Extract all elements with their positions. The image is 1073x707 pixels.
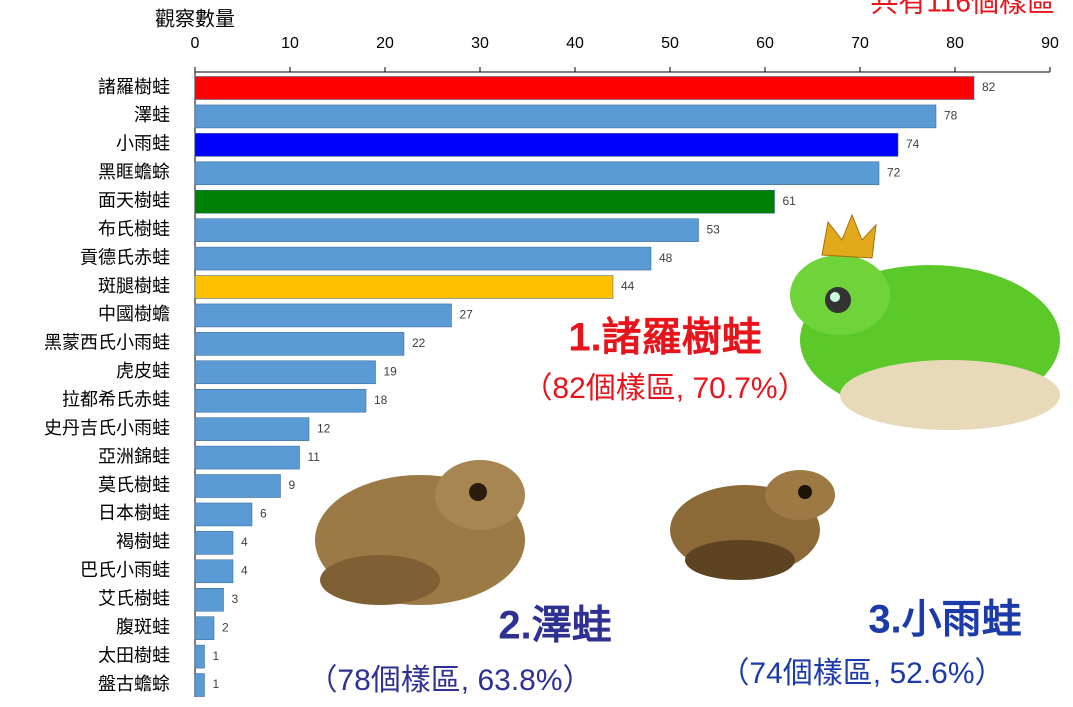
- x-tick-label: 90: [1041, 35, 1059, 52]
- x-tick-label: 40: [566, 35, 584, 52]
- bar: [194, 502, 253, 527]
- bar: [194, 189, 775, 214]
- annotation-title: 1.諸羅樹蛙: [568, 316, 761, 360]
- y-tick-label: 巴氏小雨蛙: [80, 560, 170, 580]
- data-label: 48: [659, 251, 673, 265]
- bar: [194, 360, 376, 385]
- data-label: 12: [317, 421, 331, 435]
- bar: [194, 332, 405, 356]
- data-label: 4: [241, 563, 248, 577]
- annotation-title: 2.澤蛙: [498, 604, 611, 648]
- y-tick-label: 盤古蟾蜍: [98, 674, 170, 694]
- x-tick-label: 50: [661, 35, 679, 52]
- bar: [194, 246, 652, 271]
- data-label: 78: [944, 109, 958, 123]
- data-label: 61: [783, 194, 797, 208]
- y-tick-label: 莫氏樹蛙: [98, 475, 170, 495]
- y-tick-label: 亞洲錦蛙: [98, 446, 170, 466]
- bar: [194, 474, 281, 498]
- annotation-title: 3.小雨蛙: [868, 598, 1021, 642]
- x-tick-label: 60: [756, 35, 774, 52]
- y-tick-label: 史丹吉氏小雨蛙: [44, 418, 170, 438]
- bar: [194, 445, 300, 470]
- bar: [194, 275, 614, 299]
- data-label: 2: [222, 620, 229, 634]
- data-label: 18: [374, 393, 388, 407]
- bar: [194, 616, 215, 640]
- bar: [194, 161, 880, 186]
- data-label: 1: [213, 677, 220, 691]
- y-tick-label: 面天樹蛙: [98, 190, 170, 210]
- data-label: 22: [412, 336, 426, 350]
- bar: [194, 531, 234, 555]
- y-tick-label: 貢德氏赤蛙: [80, 247, 170, 267]
- bar: [194, 218, 699, 242]
- data-label: 27: [460, 308, 474, 322]
- bar: [194, 417, 310, 441]
- y-tick-label: 黑蒙西氏小雨蛙: [44, 333, 170, 353]
- annotation-detail: （78個樣區, 63.8%）: [307, 664, 592, 697]
- x-tick-label: 70: [851, 35, 869, 52]
- y-tick-label: 黑眶蟾蜍: [98, 162, 170, 182]
- bar: [194, 76, 975, 100]
- bar: [194, 587, 224, 612]
- frog-illustration-brown: [315, 460, 525, 605]
- bar: [194, 104, 937, 129]
- bar: [194, 644, 205, 669]
- y-tick-label: 澤蛙: [134, 105, 170, 125]
- frog-illustration-green: [790, 213, 1060, 430]
- note: 共有116個樣區: [870, 0, 1055, 17]
- y-tick-label: 斑腿樹蛙: [98, 276, 170, 296]
- y-tick-label: 諸羅樹蛙: [98, 77, 170, 97]
- y-tick-label: 艾氏樹蛙: [98, 588, 170, 608]
- y-tick-label: 日本樹蛙: [98, 503, 170, 523]
- data-label: 3: [232, 592, 239, 606]
- bar: [194, 388, 367, 413]
- annotation-detail: （74個樣區, 52.6%）: [719, 657, 1004, 690]
- x-tick-label: 30: [471, 35, 489, 52]
- data-label: 53: [707, 222, 721, 236]
- y-tick-label: 褐樹蛙: [116, 532, 170, 552]
- bar: [194, 303, 452, 328]
- x-tick-label: 20: [376, 35, 394, 52]
- data-label: 82: [982, 80, 996, 94]
- bar: [194, 559, 234, 584]
- y-tick-label: 布氏樹蛙: [98, 219, 170, 239]
- y-tick-label: 小雨蛙: [116, 134, 170, 154]
- data-label: 6: [260, 507, 267, 521]
- data-label: 9: [289, 478, 296, 492]
- bar: [194, 133, 899, 157]
- y-tick-label: 腹斑蛙: [116, 617, 170, 637]
- data-label: 74: [906, 137, 920, 151]
- data-label: 11: [308, 450, 321, 464]
- data-label: 1: [213, 649, 220, 663]
- y-tick-label: 中國樹蟾: [98, 304, 170, 324]
- data-label: 4: [241, 535, 248, 549]
- data-label: 19: [384, 364, 398, 378]
- frog-illustration-small: [670, 470, 835, 580]
- axis-label: 觀察數量: [155, 7, 235, 30]
- x-tick-label: 10: [281, 35, 299, 52]
- y-tick-label: 太田樹蛙: [98, 645, 170, 665]
- data-label: 72: [887, 165, 901, 179]
- bar: [194, 673, 205, 697]
- x-tick-label: 80: [946, 35, 964, 52]
- annotation-detail: （82個樣區, 70.7%）: [522, 372, 807, 405]
- data-label: 44: [621, 279, 635, 293]
- y-tick-label: 拉都希氏赤蛙: [62, 389, 170, 409]
- y-tick-label: 虎皮蛙: [116, 361, 170, 381]
- x-tick-label: 0: [191, 35, 200, 52]
